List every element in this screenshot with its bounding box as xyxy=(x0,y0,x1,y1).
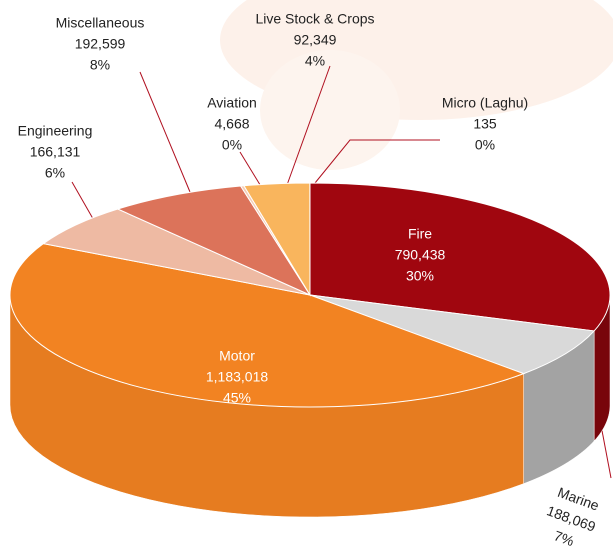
label-name: Motor xyxy=(219,348,255,364)
label-percent: 8% xyxy=(90,57,110,73)
label-value: 1,183,018 xyxy=(206,369,268,385)
label-value: 192,599 xyxy=(75,36,126,52)
slice xyxy=(116,185,312,297)
leader-line xyxy=(314,139,440,184)
data-label: Live Stock & Crops 92,349 4% xyxy=(255,11,374,69)
slice xyxy=(9,243,526,408)
label-percent: 30% xyxy=(406,268,434,284)
label-percent: 7% xyxy=(552,527,576,549)
label-name: Miscellaneous xyxy=(56,15,145,31)
data-label: Engineering 166,131 6% xyxy=(18,123,93,181)
leader-line xyxy=(139,71,191,193)
data-label: Motor 1,183,018 45% xyxy=(206,348,268,406)
data-label: Fire 790,438 30% xyxy=(395,226,446,284)
leader-line xyxy=(71,181,97,225)
label-value: 135 xyxy=(473,116,497,132)
data-label: Miscellaneous 192,599 8% xyxy=(56,15,145,73)
label-value: 166,131 xyxy=(30,144,81,160)
data-label: Micro (Laghu) 135 0% xyxy=(442,95,528,153)
label-name: Engineering xyxy=(18,123,93,139)
label-value: 4,668 xyxy=(214,116,249,132)
label-name: Fire xyxy=(408,226,432,242)
pie-tops xyxy=(9,182,611,408)
leader-line xyxy=(286,65,331,186)
slice xyxy=(309,294,596,375)
label-percent: 6% xyxy=(45,165,65,181)
slice xyxy=(42,208,311,296)
label-name: Aviation xyxy=(207,95,257,111)
label-percent: 45% xyxy=(223,390,251,406)
label-name: Live Stock & Crops xyxy=(255,11,374,27)
label-value: 92,349 xyxy=(294,32,337,48)
slice xyxy=(309,182,611,332)
label-percent: 0% xyxy=(475,137,495,153)
label-value: 790,438 xyxy=(395,247,446,263)
label-percent: 4% xyxy=(305,53,325,69)
leader-line xyxy=(239,151,263,189)
label-percent: 0% xyxy=(222,137,242,153)
data-label: Aviation 4,668 0% xyxy=(207,95,257,153)
label-name: Micro (Laghu) xyxy=(442,95,528,111)
